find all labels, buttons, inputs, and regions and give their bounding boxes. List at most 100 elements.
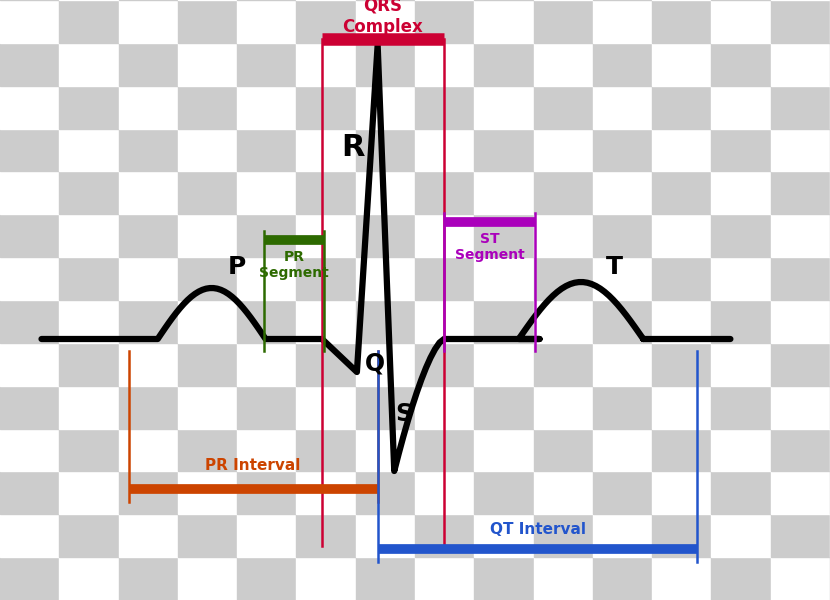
- Bar: [178, 0, 237, 43]
- Bar: [771, 514, 830, 557]
- Bar: [0, 257, 59, 300]
- Bar: [119, 428, 178, 472]
- Bar: [474, 300, 534, 343]
- Bar: [356, 172, 415, 214]
- Bar: [119, 86, 178, 128]
- Bar: [59, 300, 119, 343]
- Bar: [474, 0, 534, 43]
- Bar: [59, 128, 119, 172]
- Bar: [593, 128, 652, 172]
- Bar: [534, 300, 593, 343]
- Bar: [711, 514, 771, 557]
- Bar: [119, 557, 178, 600]
- Bar: [59, 214, 119, 257]
- Bar: [415, 43, 474, 86]
- Bar: [771, 386, 830, 428]
- Bar: [59, 428, 119, 472]
- Bar: [178, 343, 237, 386]
- Bar: [652, 343, 711, 386]
- Bar: [534, 386, 593, 428]
- Bar: [534, 43, 593, 86]
- Bar: [711, 128, 771, 172]
- Bar: [356, 428, 415, 472]
- Bar: [415, 86, 474, 128]
- Bar: [296, 172, 356, 214]
- Bar: [771, 43, 830, 86]
- Bar: [178, 472, 237, 514]
- Bar: [474, 557, 534, 600]
- Bar: [296, 557, 356, 600]
- Bar: [474, 343, 534, 386]
- Bar: [415, 128, 474, 172]
- Bar: [771, 172, 830, 214]
- Bar: [771, 257, 830, 300]
- Bar: [119, 257, 178, 300]
- Bar: [415, 300, 474, 343]
- Bar: [178, 43, 237, 86]
- Bar: [652, 557, 711, 600]
- Bar: [593, 214, 652, 257]
- Bar: [119, 343, 178, 386]
- Bar: [59, 0, 119, 43]
- Bar: [771, 343, 830, 386]
- Bar: [415, 0, 474, 43]
- Text: P: P: [227, 255, 246, 279]
- Bar: [593, 257, 652, 300]
- Bar: [0, 0, 59, 43]
- Bar: [0, 557, 59, 600]
- Text: Q: Q: [365, 351, 385, 375]
- Bar: [652, 172, 711, 214]
- Bar: [474, 128, 534, 172]
- Bar: [356, 300, 415, 343]
- Bar: [0, 472, 59, 514]
- Bar: [711, 172, 771, 214]
- Bar: [178, 257, 237, 300]
- Bar: [0, 43, 59, 86]
- Bar: [652, 472, 711, 514]
- Bar: [0, 300, 59, 343]
- Bar: [296, 0, 356, 43]
- Bar: [356, 86, 415, 128]
- Bar: [237, 43, 296, 86]
- Bar: [119, 43, 178, 86]
- Bar: [711, 343, 771, 386]
- Bar: [534, 214, 593, 257]
- Bar: [474, 257, 534, 300]
- Bar: [237, 257, 296, 300]
- Bar: [652, 514, 711, 557]
- Bar: [534, 128, 593, 172]
- Bar: [0, 172, 59, 214]
- Bar: [534, 343, 593, 386]
- Bar: [237, 557, 296, 600]
- Bar: [178, 86, 237, 128]
- Bar: [474, 514, 534, 557]
- Bar: [593, 386, 652, 428]
- Bar: [59, 514, 119, 557]
- Bar: [415, 514, 474, 557]
- Bar: [178, 300, 237, 343]
- Bar: [178, 514, 237, 557]
- Bar: [356, 257, 415, 300]
- Text: T: T: [606, 255, 622, 279]
- Bar: [296, 214, 356, 257]
- Bar: [534, 0, 593, 43]
- Bar: [711, 472, 771, 514]
- Bar: [178, 428, 237, 472]
- Bar: [593, 172, 652, 214]
- Bar: [119, 514, 178, 557]
- Bar: [178, 214, 237, 257]
- Bar: [711, 43, 771, 86]
- Bar: [59, 43, 119, 86]
- Bar: [474, 428, 534, 472]
- Bar: [0, 343, 59, 386]
- Bar: [119, 214, 178, 257]
- Bar: [178, 386, 237, 428]
- Bar: [711, 257, 771, 300]
- Bar: [296, 514, 356, 557]
- Bar: [296, 343, 356, 386]
- Bar: [652, 0, 711, 43]
- Bar: [534, 472, 593, 514]
- Bar: [652, 257, 711, 300]
- Text: QT Interval: QT Interval: [490, 521, 586, 536]
- Bar: [534, 86, 593, 128]
